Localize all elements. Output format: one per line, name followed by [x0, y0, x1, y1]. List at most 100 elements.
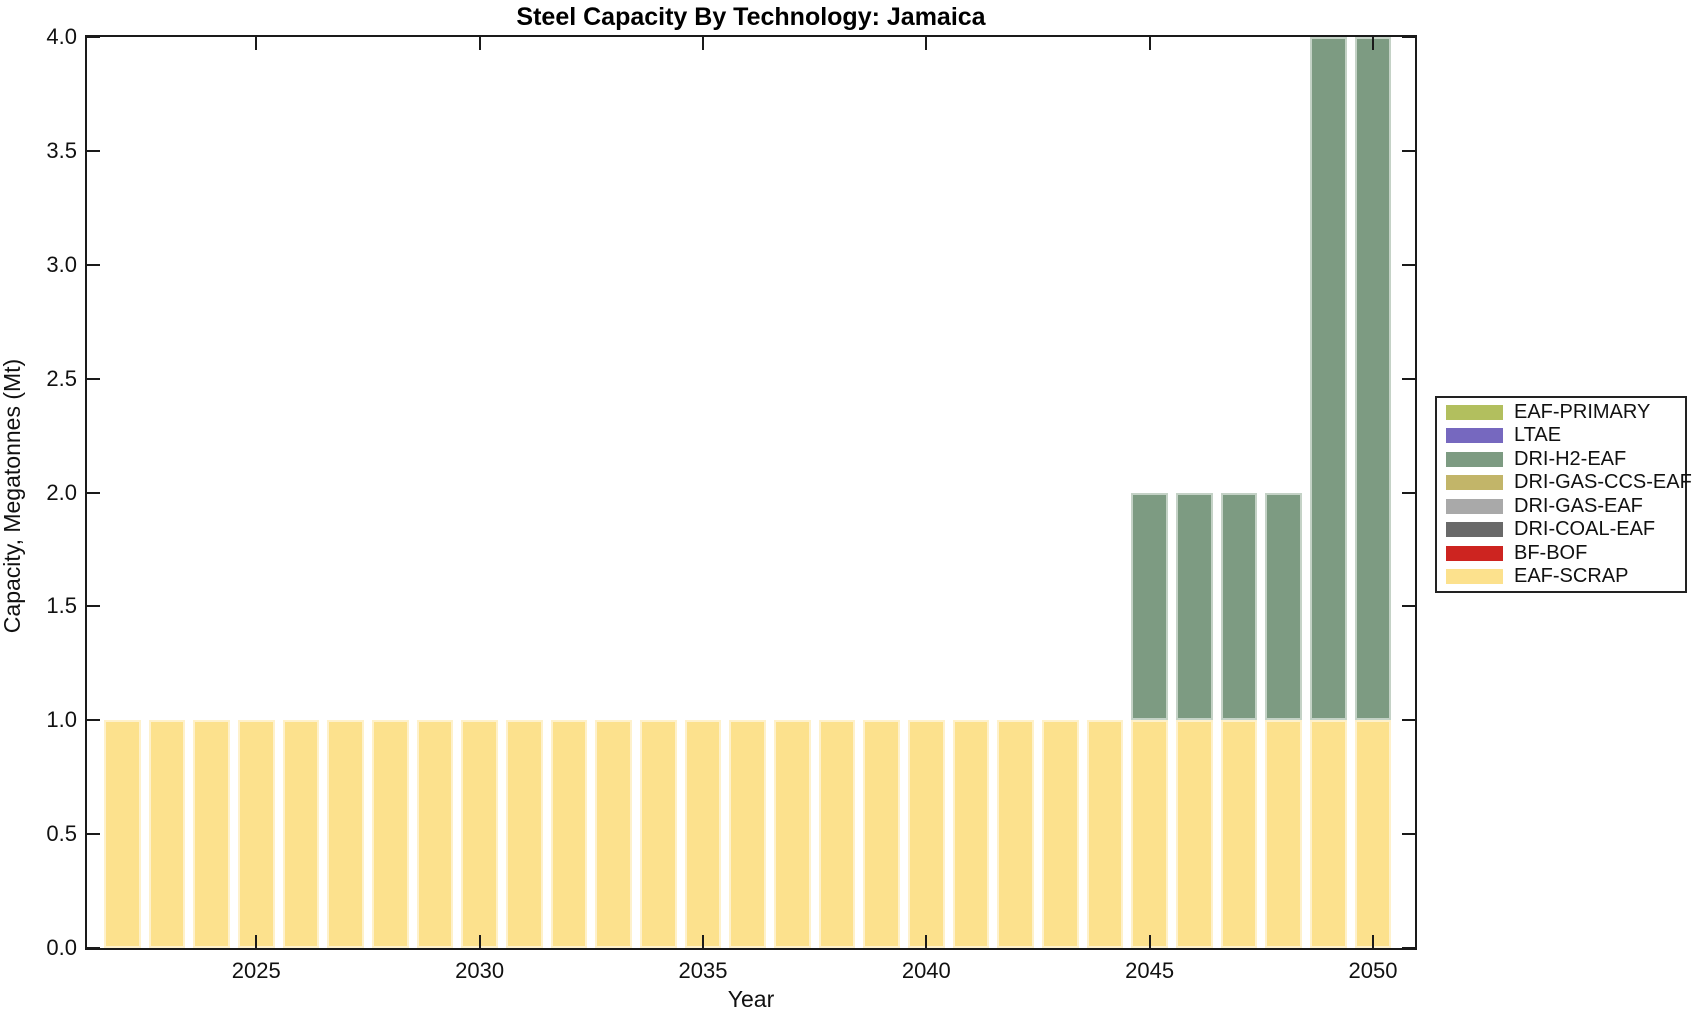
- x-tick-bottom: [1372, 935, 1374, 948]
- legend-label: DRI-GAS-CCS-EAF: [1514, 471, 1692, 494]
- y-tick-left: [87, 377, 100, 380]
- y-tick-left: [87, 605, 100, 608]
- legend-entry-dri-gas-eaf: DRI-GAS-EAF: [1437, 495, 1685, 518]
- bar-segment-eaf-scrap-2030: [461, 720, 499, 948]
- legend-entry-dri-coal-eaf: DRI-COAL-EAF: [1437, 518, 1685, 541]
- bar-segment-eaf-scrap-2023: [148, 720, 186, 948]
- bar-segment-eaf-scrap-2036: [729, 720, 767, 948]
- chart-title: Steel Capacity By Technology: Jamaica: [516, 3, 986, 31]
- bar-segment-eaf-scrap-2043: [1041, 720, 1079, 948]
- bar-segment-eaf-scrap-2046: [1175, 720, 1213, 948]
- legend: EAF-PRIMARY LTAE DRI-H2-EAF DRI-GAS-CCS-EAF…: [1435, 396, 1692, 593]
- bar-segment-dri-h2-eaf-2046: [1175, 492, 1213, 721]
- x-tick-top: [255, 37, 258, 50]
- legend-label: DRI-COAL-EAF: [1514, 518, 1656, 541]
- y-tick-label-1.5: 1.5: [46, 593, 77, 619]
- bar-segment-dri-h2-eaf-2050: [1354, 37, 1392, 721]
- bar-segment-eaf-scrap-2031: [505, 720, 543, 948]
- x-tick-bottom: [925, 935, 928, 948]
- bar-segment-eaf-scrap-2035: [684, 720, 722, 948]
- bar-segment-eaf-scrap-2024: [193, 720, 231, 948]
- x-tick-label-2035: 2035: [678, 958, 728, 983]
- swatch-icon: [1446, 569, 1503, 585]
- swatch-icon: [1446, 545, 1503, 561]
- x-tick-bottom: [255, 935, 258, 948]
- legend-entry-ltae: LTAE: [1437, 424, 1685, 447]
- legend-entry-bf-bof: BF-BOF: [1437, 542, 1685, 565]
- swatch-icon: [1446, 428, 1503, 444]
- bar-segment-eaf-scrap-2025: [237, 720, 275, 948]
- x-tick-top: [1372, 37, 1374, 50]
- legend-label: EAF-PRIMARY: [1514, 400, 1651, 423]
- y-tick-right: [1402, 149, 1415, 152]
- x-tick-label-2040: 2040: [901, 958, 951, 983]
- bar-segment-eaf-scrap-2038: [818, 720, 856, 948]
- x-tick-bottom: [701, 935, 704, 948]
- legend-label: BF-BOF: [1514, 541, 1588, 564]
- y-tick-label-2: 2.0: [46, 479, 77, 505]
- y-tick-right: [1402, 491, 1415, 494]
- y-tick-label-0.5: 0.5: [46, 821, 77, 847]
- swatch-icon: [1446, 451, 1503, 467]
- bar-segment-eaf-scrap-2049: [1309, 720, 1347, 948]
- y-tick-label-3.5: 3.5: [46, 137, 77, 163]
- bar-segment-eaf-scrap-2048: [1265, 720, 1303, 948]
- bar-segment-eaf-scrap-2040: [907, 720, 945, 948]
- bar-segment-eaf-scrap-2028: [371, 720, 409, 948]
- y-tick-right: [1402, 947, 1415, 948]
- y-tick-label-2.5: 2.5: [46, 365, 77, 391]
- x-tick-bottom: [478, 935, 481, 948]
- legend-entry-eaf-scrap: EAF-SCRAP: [1437, 565, 1685, 588]
- y-tick-label-0: 0.0: [46, 935, 77, 960]
- y-tick-left: [87, 947, 100, 948]
- x-tick-label-2030: 2030: [455, 958, 505, 983]
- bar-segment-dri-h2-eaf-2047: [1220, 492, 1258, 721]
- y-tick-label-1: 1.0: [46, 707, 77, 733]
- x-tick-label-2025: 2025: [231, 958, 281, 983]
- bar-segment-eaf-scrap-2037: [773, 720, 811, 948]
- y-tick-left: [87, 719, 100, 722]
- x-tick-top: [1148, 37, 1151, 50]
- bar-segment-eaf-scrap-2034: [639, 720, 677, 948]
- legend-label: EAF-SCRAP: [1514, 565, 1629, 588]
- y-tick-right: [1402, 263, 1415, 266]
- swatch-icon: [1446, 522, 1503, 538]
- legend-entry-eaf-primary: EAF-PRIMARY: [1437, 401, 1685, 424]
- y-tick-left: [87, 491, 100, 494]
- y-tick-right: [1402, 719, 1415, 722]
- bar-segment-eaf-scrap-2029: [416, 720, 454, 948]
- legend-label: DRI-GAS-EAF: [1514, 494, 1643, 517]
- legend-entry-dri-gas-ccs-eaf: DRI-GAS-CCS-EAF: [1437, 471, 1692, 494]
- swatch-icon: [1446, 498, 1503, 514]
- bar-segment-eaf-scrap-2042: [997, 720, 1035, 948]
- x-tick-label-2050: 2050: [1348, 958, 1398, 983]
- y-tick-right: [1402, 833, 1415, 836]
- swatch-icon: [1446, 475, 1503, 491]
- y-tick-label-4: 4.0: [46, 24, 77, 49]
- y-tick-right: [1402, 377, 1415, 380]
- y-axis-label: Capacity, Megatonnes (Mt): [0, 358, 25, 634]
- x-tick-label-2045: 2045: [1125, 958, 1175, 983]
- bar-segment-eaf-scrap-2033: [595, 720, 633, 948]
- bar-segment-eaf-scrap-2045: [1131, 720, 1169, 948]
- bar-segment-eaf-scrap-2032: [550, 720, 588, 948]
- bar-segment-eaf-scrap-2026: [282, 720, 320, 948]
- plot-inner: [87, 37, 1415, 948]
- y-tick-left: [87, 833, 100, 836]
- x-tick-top: [478, 37, 481, 50]
- legend-label: LTAE: [1514, 424, 1562, 447]
- plot-area: [85, 35, 1417, 950]
- swatch-icon: [1446, 404, 1503, 420]
- x-tick-bottom: [1148, 935, 1151, 948]
- x-tick-top: [925, 37, 928, 50]
- bar-segment-eaf-scrap-2027: [327, 720, 365, 948]
- bar-segment-dri-h2-eaf-2045: [1131, 492, 1169, 721]
- legend-label: DRI-H2-EAF: [1514, 447, 1627, 470]
- y-tick-right: [1402, 605, 1415, 608]
- bar-segment-eaf-scrap-2047: [1220, 720, 1258, 948]
- y-tick-right: [1402, 37, 1415, 38]
- y-tick-left: [87, 263, 100, 266]
- x-tick-top: [701, 37, 704, 50]
- legend-entry-dri-h2-eaf: DRI-H2-EAF: [1437, 448, 1685, 471]
